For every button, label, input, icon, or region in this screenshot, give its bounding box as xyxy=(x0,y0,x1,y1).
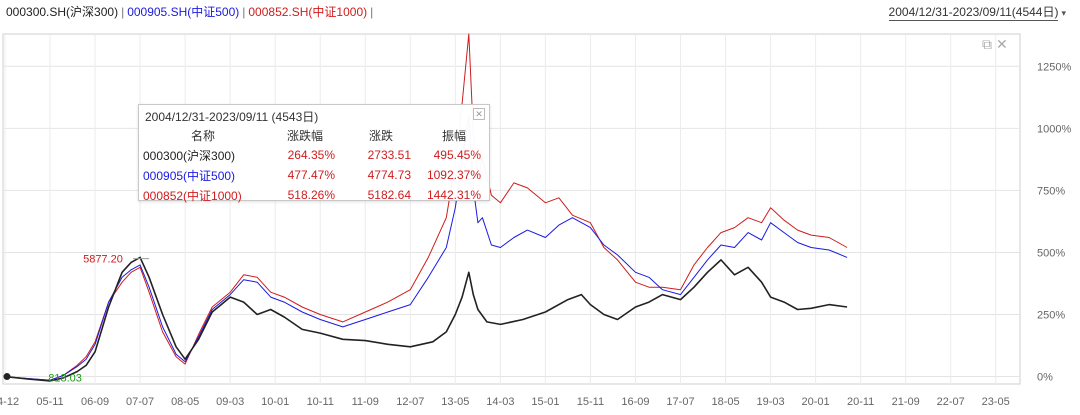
x-tick-label: 15-11 xyxy=(577,396,604,408)
row-change: 2733.51 xyxy=(367,148,411,162)
col-change-pct: 涨跌幅 xyxy=(286,129,323,143)
stats-table: 名称 涨跌幅 涨跌 振幅 000300(沪深300) 264.35% 2733.… xyxy=(139,126,489,205)
range-stats-tooltip: 2004/12/31-2023/09/11 (4543日) ✕ 名称 涨跌幅 涨… xyxy=(138,104,490,203)
y-tick-label: 500% xyxy=(1037,247,1065,259)
row-change: 4774.73 xyxy=(367,168,411,182)
y-tick-label: 0% xyxy=(1037,372,1053,384)
x-tick-label: 12-07 xyxy=(396,396,424,408)
close-icon[interactable]: ✕ xyxy=(473,108,485,120)
plot-frame xyxy=(2,33,1021,385)
col-name: 名称 xyxy=(190,129,215,143)
col-change: 涨跌 xyxy=(368,129,393,143)
x-tick-label: 23-05 xyxy=(982,396,1010,408)
row-name: 000300(沪深300) xyxy=(143,148,236,163)
row-change: 5182.64 xyxy=(367,188,411,202)
table-row: 000905(中证500) 477.47% 4774.73 1092.37% xyxy=(139,165,489,185)
x-tick-label: 04-12 xyxy=(0,396,19,408)
legend-separator: | xyxy=(370,5,374,19)
y-tick-label: 250% xyxy=(1037,309,1065,321)
x-tick-label: 13-05 xyxy=(441,396,469,408)
start-point-marker xyxy=(3,373,11,381)
x-tick-label: 22-07 xyxy=(937,396,965,408)
caret-down-icon[interactable]: ▾ xyxy=(1061,8,1066,18)
stats-header-row: 名称 涨跌幅 涨跌 振幅 xyxy=(139,126,489,145)
y-tick-label: 750% xyxy=(1037,185,1065,197)
date-range-selector[interactable]: 2004/12/31-2023/09/11(4544日) ▾ xyxy=(888,3,1066,21)
row-amplitude: 495.45% xyxy=(433,148,481,162)
series-legend: 000300.SH(沪深300) | 000905.SH(中证500) | 000852… xyxy=(6,3,376,20)
chart-window-controls: ⧉ ✕ xyxy=(982,36,1012,53)
x-tick-label: 05-11 xyxy=(36,396,63,408)
x-tick-label: 21-09 xyxy=(892,396,920,408)
table-row: 000300(沪深300) 264.35% 2733.51 495.45% xyxy=(139,145,489,165)
date-range-label[interactable]: 2004/12/31-2023/09/11(4544日) xyxy=(888,5,1059,21)
row-change-pct: 264.35% xyxy=(287,148,335,162)
row-name: 000852(中证1000) xyxy=(143,188,242,203)
x-tick-label: 17-07 xyxy=(666,396,694,408)
data-annotation-label: 5877.20 xyxy=(83,254,123,266)
table-row: 000852(中证1000) 518.26% 5182.64 1442.31% xyxy=(139,185,489,205)
row-name: 000905(中证500) xyxy=(143,168,236,183)
y-tick-label: 1250% xyxy=(1037,61,1071,73)
x-tick-label: 16-09 xyxy=(621,396,649,408)
chart-area[interactable]: 0% 250% 500% 750% 1000% 1250% 04-12 05-11 06-09 0… xyxy=(0,22,1080,415)
row-change-pct: 518.26% xyxy=(287,188,335,202)
x-tick-label: 18-05 xyxy=(711,396,739,408)
legend-hs300[interactable]: 000300.SH(沪深300) xyxy=(6,5,119,19)
x-tick-label: 08-05 xyxy=(171,396,199,408)
row-amplitude: 1442.31% xyxy=(426,188,481,202)
line-chart[interactable]: 0% 250% 500% 750% 1000% 1250% 04-12 05-11 06-09 0… xyxy=(0,22,1080,415)
row-change-pct: 477.47% xyxy=(287,168,335,182)
legend-separator: | xyxy=(242,5,246,19)
x-tick-label: 15-01 xyxy=(531,396,559,408)
chart-header: 000300.SH(沪深300) | 000905.SH(中证500) | 000852… xyxy=(0,0,1080,22)
x-tick-label: 06-09 xyxy=(81,396,109,408)
row-amplitude: 1092.37% xyxy=(426,168,481,182)
legend-zz1000[interactable]: 000852.SH(中证1000) xyxy=(248,5,368,19)
x-tick-label: 10-11 xyxy=(307,396,334,408)
x-tick-label: 09-03 xyxy=(216,396,244,408)
x-tick-label: 20-11 xyxy=(847,396,874,408)
tooltip-title: 2004/12/31-2023/09/11 (4543日) xyxy=(145,110,319,124)
x-tick-label: 19-03 xyxy=(756,396,784,408)
data-annotation-label: 818.03 xyxy=(48,373,82,385)
col-amplitude: 振幅 xyxy=(441,129,466,143)
legend-separator: | xyxy=(121,5,125,19)
x-tick-label: 14-03 xyxy=(486,396,514,408)
x-tick-label: 10-01 xyxy=(261,396,289,408)
legend-zz500[interactable]: 000905.SH(中证500) xyxy=(127,5,240,19)
series-line-hs300 xyxy=(4,256,848,382)
x-tick-label: 07-07 xyxy=(126,396,154,408)
restore-icon[interactable]: ⧉ xyxy=(982,36,992,52)
y-tick-label: 1000% xyxy=(1037,123,1071,135)
x-tick-label: 20-01 xyxy=(802,396,830,408)
close-icon[interactable]: ✕ xyxy=(996,36,1008,52)
x-tick-label: 11-09 xyxy=(352,396,379,408)
